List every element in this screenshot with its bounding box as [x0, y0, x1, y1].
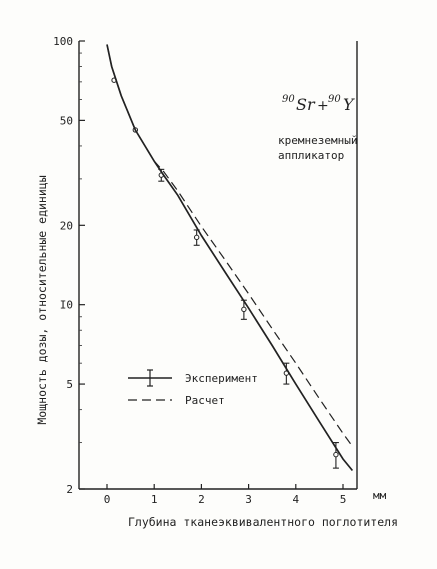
data-point	[193, 234, 200, 241]
calculation-curve	[106, 44, 353, 447]
source-label-text2: Y	[343, 95, 355, 114]
plot-area	[78, 41, 358, 490]
y-tick-label: 100	[53, 35, 73, 48]
y-tick-label: 2	[66, 483, 73, 496]
y-tick-label: 20	[60, 219, 73, 232]
y-tick-label: 5	[66, 378, 73, 391]
source-label-sup1: 90	[282, 94, 295, 105]
source-label-sup2: 90	[328, 94, 341, 105]
x-tick-label: 4	[292, 493, 299, 506]
legend: Эксперимент Расчет	[128, 369, 258, 407]
data-point	[333, 451, 339, 458]
annotation-line-2: аппликатор	[278, 149, 344, 162]
source-label-plus: +	[317, 98, 329, 114]
chart-marks	[106, 44, 354, 472]
x-axis-unit: мм	[373, 489, 387, 502]
x-tick-label: 3	[245, 493, 252, 506]
legend-entry-calculation: Расчет	[185, 394, 225, 407]
x-tick-label: 0	[104, 493, 111, 506]
data-point	[241, 306, 247, 313]
x-tick-label: 5	[340, 493, 347, 506]
legend-entry-experiment: Эксперимент	[185, 372, 258, 385]
x-tick-label: 1	[151, 493, 158, 506]
annotation-line-1: кремнеземный	[278, 134, 357, 147]
y-axis-label: Мощность дозы, относительные единицы	[35, 175, 49, 424]
x-axis-label: Глубина тканеэквивалентного поглотителя	[128, 515, 398, 529]
source-label: 90 Sr + 90 Y	[282, 94, 355, 114]
y-tick-label: I0	[60, 299, 73, 312]
experiment-curve	[106, 44, 354, 472]
x-tick-label: 2	[198, 493, 205, 506]
axis-ticks: 0 1 2 3 4 5 100 50 20 I0 5 2	[53, 35, 346, 506]
y-tick-label: 50	[60, 114, 73, 127]
source-label-text1: Sr	[296, 95, 316, 114]
